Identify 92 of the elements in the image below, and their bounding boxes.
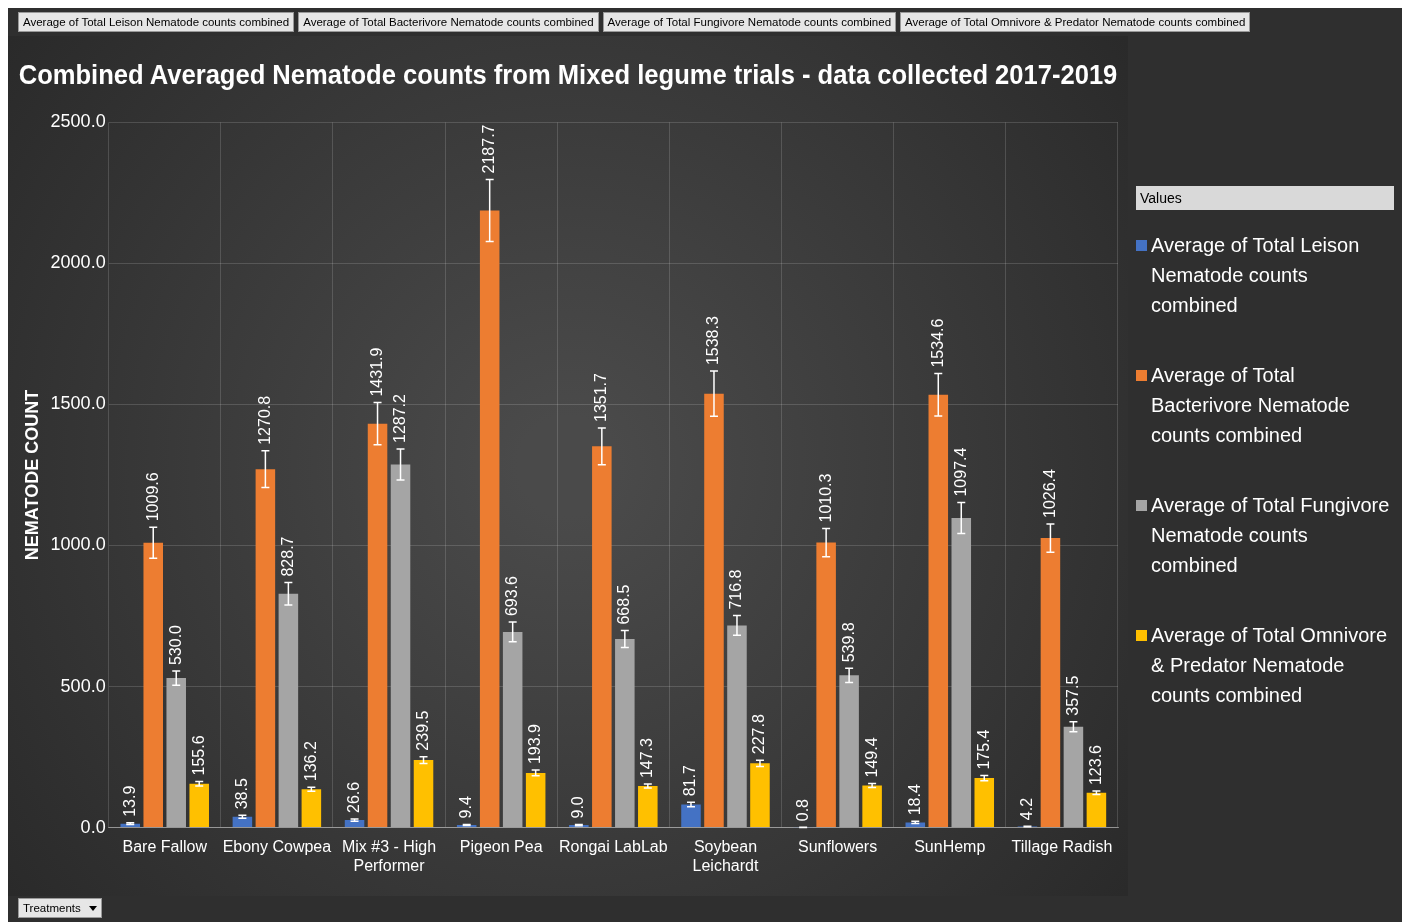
bar	[255, 469, 276, 828]
data-label: 1009.6	[143, 472, 161, 522]
y-tick-label: 2000.0	[50, 252, 106, 273]
data-label: 239.5	[413, 710, 431, 751]
data-label: 1534.6	[928, 318, 946, 368]
x-tick-label: Bare Fallow	[122, 837, 208, 855]
data-label: 668.5	[615, 584, 633, 625]
y-tick-label: 1000.0	[50, 534, 106, 555]
bar	[502, 631, 523, 828]
data-label: 828.7	[278, 536, 296, 577]
bar	[143, 542, 164, 828]
text: Treatments	[23, 902, 81, 914]
bar	[727, 625, 747, 828]
data-label: 26.6	[344, 781, 362, 813]
data-label: 1287.2	[390, 393, 408, 443]
text: Average of Total Fungivore Nematode counts combined	[602, 12, 897, 32]
y-axis-title: NEMATODE COUNT	[21, 389, 42, 561]
bar	[750, 763, 770, 828]
data-label: 1270.8	[255, 395, 273, 445]
data-label: 81.7	[681, 765, 699, 797]
bar	[816, 542, 836, 828]
bar	[615, 639, 635, 828]
data-label: 530.0	[166, 624, 184, 666]
legend-title: Values	[1136, 186, 1394, 210]
bar	[479, 210, 500, 828]
bar	[413, 760, 434, 828]
bar	[905, 822, 926, 828]
y-tick-label: 500.0	[60, 675, 106, 696]
x-tick-label: Pigeon Pea	[459, 837, 543, 855]
bar	[704, 393, 724, 828]
bar	[390, 464, 411, 828]
legend-label: Average of Total Fungivore Nematode counts combined	[1151, 493, 1391, 578]
data-label: 227.8	[750, 714, 768, 755]
legend-label: Average of Total Bacterivore Nematode counts combined	[1151, 363, 1351, 448]
data-label: 539.8	[839, 622, 857, 663]
data-label: 357.5	[1063, 675, 1081, 716]
data-label: 9.4	[457, 796, 475, 819]
data-label: 1351.7	[592, 372, 610, 422]
data-label: 693.6	[503, 575, 521, 617]
data-label: 1026.4	[1040, 468, 1058, 518]
x-tick-label: Tillage Radish	[1011, 837, 1113, 855]
legend-label: Average of Total Leison Nematode counts combined	[1151, 233, 1361, 318]
data-label: 13.9	[120, 785, 138, 817]
data-label: 1097.4	[951, 447, 969, 497]
bar	[681, 804, 701, 828]
bar	[638, 786, 658, 828]
data-label: 1431.9	[367, 347, 385, 397]
data-label: 147.3	[638, 737, 656, 779]
text: Average of Total Leison Nematode counts combined	[18, 12, 295, 32]
bar	[951, 518, 972, 828]
bar	[166, 678, 186, 828]
text: Average of Total Omnivore & Predator Nematode counts combined	[900, 12, 1251, 32]
x-tick-label: SunHemp	[914, 837, 986, 855]
data-label: 38.5	[232, 778, 250, 810]
x-tick-label: Rongai LabLab	[559, 837, 668, 855]
data-label: 136.2	[301, 741, 319, 782]
chart-title: Combined Averaged Nematode counts from Mixed legume trials - data collected 2017-2019	[18, 59, 1118, 90]
x-tick-label: Ebony Cowpea	[222, 837, 332, 855]
y-tick-label: 0.0	[80, 816, 106, 837]
data-label: 9.0	[569, 796, 587, 819]
y-tick-label: 1500.0	[50, 393, 106, 414]
data-label: 155.6	[189, 735, 207, 776]
data-label: 0.8	[793, 798, 811, 822]
bar	[189, 783, 209, 828]
bar	[278, 593, 299, 828]
bar	[974, 778, 995, 828]
data-label: 4.2	[1017, 797, 1035, 821]
data-label: 18.4	[905, 784, 923, 816]
data-label: 149.4	[862, 737, 880, 778]
data-label: 193.9	[526, 723, 544, 765]
bar	[525, 772, 546, 828]
bar	[367, 423, 388, 828]
bar	[839, 675, 859, 828]
bar	[1063, 726, 1084, 828]
legend-label: Average of Total Omnivore & Predator Nematode counts combined	[1151, 623, 1389, 708]
bar	[928, 394, 949, 828]
x-tick-label: Mix #3 - High Performer	[341, 837, 437, 874]
bar	[301, 789, 322, 828]
data-label: 123.6	[1086, 744, 1104, 786]
data-label: 716.8	[727, 569, 745, 610]
bar	[862, 785, 882, 828]
data-label: 175.4	[974, 729, 992, 770]
y-tick-label: 2500.0	[50, 111, 106, 132]
bar	[1086, 792, 1107, 828]
data-label: 2187.7	[480, 124, 498, 174]
x-tick-label: Soybean Leichardt	[692, 837, 759, 874]
bar	[592, 446, 612, 828]
text: Average of Total Bacterivore Nematode counts combined	[298, 12, 599, 32]
bar	[1040, 538, 1061, 828]
x-tick-label: Sunflowers	[798, 837, 878, 855]
data-label: 1010.3	[816, 473, 834, 523]
data-label: 1538.3	[704, 316, 722, 366]
